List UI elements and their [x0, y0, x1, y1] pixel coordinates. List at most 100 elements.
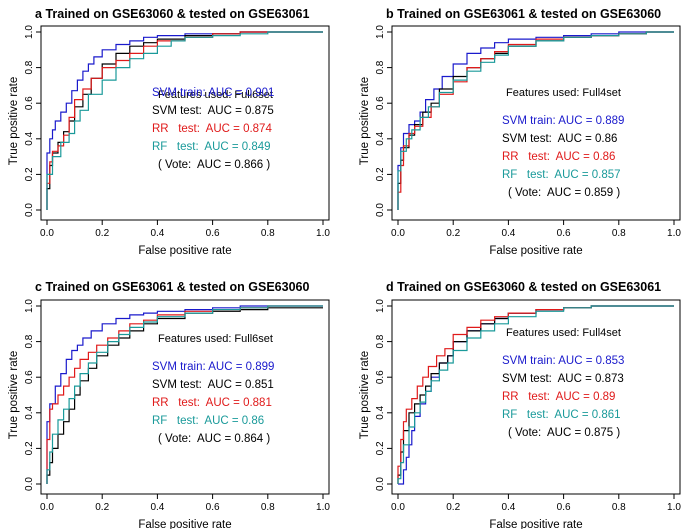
y-tick-label: 0.8	[24, 60, 35, 74]
panel-title: a Trained on GSE63060 & tested on GSE630…	[35, 7, 309, 21]
legend-entry: SVM test: AUC = 0.873	[502, 373, 624, 385]
y-tick-label: 0.0	[375, 477, 386, 491]
legend-entry: RR test: AUC = 0.874	[152, 123, 272, 135]
panel-label: d	[386, 280, 397, 294]
x-tick-label: 0.6	[206, 502, 220, 513]
panel-title-text: Trained on GSE63060 & tested on GSE63061	[397, 280, 661, 294]
x-tick-label: 0.0	[40, 502, 54, 513]
roc-curve-rf-test	[46, 305, 323, 484]
legend-entry: ( Vote: AUC = 0.864 )	[158, 433, 270, 445]
features-used-label: Features used: Full6set	[158, 89, 273, 101]
y-tick-label: 0.2	[24, 441, 35, 455]
roc-curve-rf-test	[397, 305, 674, 484]
panel-title: c Trained on GSE63061 & tested on GSE630…	[35, 280, 309, 294]
legend-entry: ( Vote: AUC = 0.866 )	[158, 159, 270, 171]
x-tick-label: 0.6	[557, 502, 571, 513]
roc-curve-svm-train	[46, 31, 323, 210]
y-tick-label: 0.6	[24, 96, 35, 110]
y-tick-label: 0.4	[375, 131, 386, 145]
roc-curve-svm-train	[46, 305, 323, 484]
y-axis-label: True positive rate	[8, 77, 20, 165]
y-axis-label: True positive rate	[359, 77, 371, 165]
panel-b: b Trained on GSE63061 & tested on GSE630…	[359, 7, 681, 257]
legend-entry: SVM train: AUC = 0.899	[152, 361, 274, 373]
y-tick-label: 0.6	[375, 370, 386, 384]
plot-frame	[391, 299, 681, 495]
panel-title-text: Trained on GSE63061 & tested on GSE63060	[45, 280, 309, 294]
x-tick-label: 0.8	[261, 502, 275, 513]
x-tick-label: 0.2	[95, 228, 109, 239]
x-tick-label: 0.6	[206, 228, 220, 239]
panel-a: a Trained on GSE63060 & tested on GSE630…	[8, 7, 330, 257]
plot-frame	[40, 299, 330, 495]
x-tick-label: 0.4	[501, 228, 515, 239]
y-tick-label: 1.0	[375, 299, 386, 313]
plot-frame	[40, 25, 330, 221]
x-tick-label: 0.0	[391, 502, 405, 513]
y-tick-label: 0.4	[24, 131, 35, 145]
panel-label: b	[386, 7, 397, 21]
legend-entry: ( Vote: AUC = 0.859 )	[508, 187, 620, 199]
y-tick-label: 0.0	[24, 203, 35, 217]
panel-title: b Trained on GSE63061 & tested on GSE630…	[386, 7, 661, 21]
x-tick-label: 0.4	[150, 502, 164, 513]
y-tick-label: 1.0	[375, 25, 386, 39]
x-axis-label: False positive rate	[138, 519, 231, 529]
y-tick-label: 0.2	[375, 167, 386, 181]
x-tick-label: 1.0	[667, 502, 681, 513]
y-tick-label: 0.8	[375, 60, 386, 74]
y-tick-label: 1.0	[24, 299, 35, 313]
legend-entry: RF test: AUC = 0.86	[152, 415, 264, 427]
panel-d: d Trained on GSE63060 & tested on GSE630…	[359, 280, 681, 529]
legend-entry: SVM train: AUC = 0.901	[152, 87, 274, 99]
x-axis-label: False positive rate	[489, 245, 582, 257]
x-tick-label: 0.2	[446, 502, 460, 513]
features-used-label: Features used: Full4set	[506, 87, 621, 99]
y-tick-label: 0.0	[24, 477, 35, 491]
legend-entry: SVM test: AUC = 0.851	[152, 379, 274, 391]
legend-entry: RF test: AUC = 0.857	[502, 169, 621, 181]
y-tick-label: 0.8	[24, 334, 35, 348]
panel-c: c Trained on GSE63061 & tested on GSE630…	[8, 280, 330, 529]
roc-curve-rf-test	[46, 31, 323, 210]
y-tick-label: 0.2	[375, 441, 386, 455]
legend-entry: SVM test: AUC = 0.86	[502, 133, 617, 145]
x-axis-label: False positive rate	[138, 245, 231, 257]
y-tick-label: 0.2	[24, 167, 35, 181]
y-tick-label: 0.4	[375, 405, 386, 419]
x-tick-label: 0.0	[40, 228, 54, 239]
legend-entry: SVM test: AUC = 0.875	[152, 105, 274, 117]
y-axis-label: True positive rate	[359, 351, 371, 439]
x-tick-label: 1.0	[667, 228, 681, 239]
x-tick-label: 1.0	[316, 228, 330, 239]
panel-title: d Trained on GSE63060 & tested on GSE630…	[386, 280, 661, 294]
legend-entry: RR test: AUC = 0.89	[502, 391, 615, 403]
x-tick-label: 0.2	[95, 502, 109, 513]
roc-curve-rr-test	[46, 305, 323, 484]
x-tick-label: 0.4	[501, 502, 515, 513]
plot-frame	[391, 25, 681, 221]
roc-curve-rf-test	[397, 31, 674, 210]
y-tick-label: 0.8	[375, 334, 386, 348]
x-tick-label: 1.0	[316, 502, 330, 513]
y-tick-label: 1.0	[24, 25, 35, 39]
x-tick-label: 0.6	[557, 228, 571, 239]
y-tick-label: 0.0	[375, 203, 386, 217]
x-tick-label: 0.0	[391, 228, 405, 239]
legend-entry: SVM train: AUC = 0.853	[502, 355, 624, 367]
panel-title-text: Trained on GSE63061 & tested on GSE63060	[397, 7, 661, 21]
features-used-label: Features used: Full4set	[506, 327, 621, 339]
legend-entry: ( Vote: AUC = 0.875 )	[508, 427, 620, 439]
x-tick-label: 0.8	[612, 228, 626, 239]
x-tick-label: 0.8	[612, 502, 626, 513]
roc-curve-rr-test	[46, 31, 323, 210]
x-tick-label: 0.8	[261, 228, 275, 239]
panel-label: c	[35, 280, 45, 294]
features-used-label: Features used: Full6set	[158, 333, 273, 345]
y-tick-label: 0.4	[24, 405, 35, 419]
y-tick-label: 0.6	[375, 96, 386, 110]
legend-entry: RF test: AUC = 0.861	[502, 409, 621, 421]
panel-title-text: Trained on GSE63060 & tested on GSE63061	[45, 7, 309, 21]
legend-entry: RR test: AUC = 0.881	[152, 397, 272, 409]
